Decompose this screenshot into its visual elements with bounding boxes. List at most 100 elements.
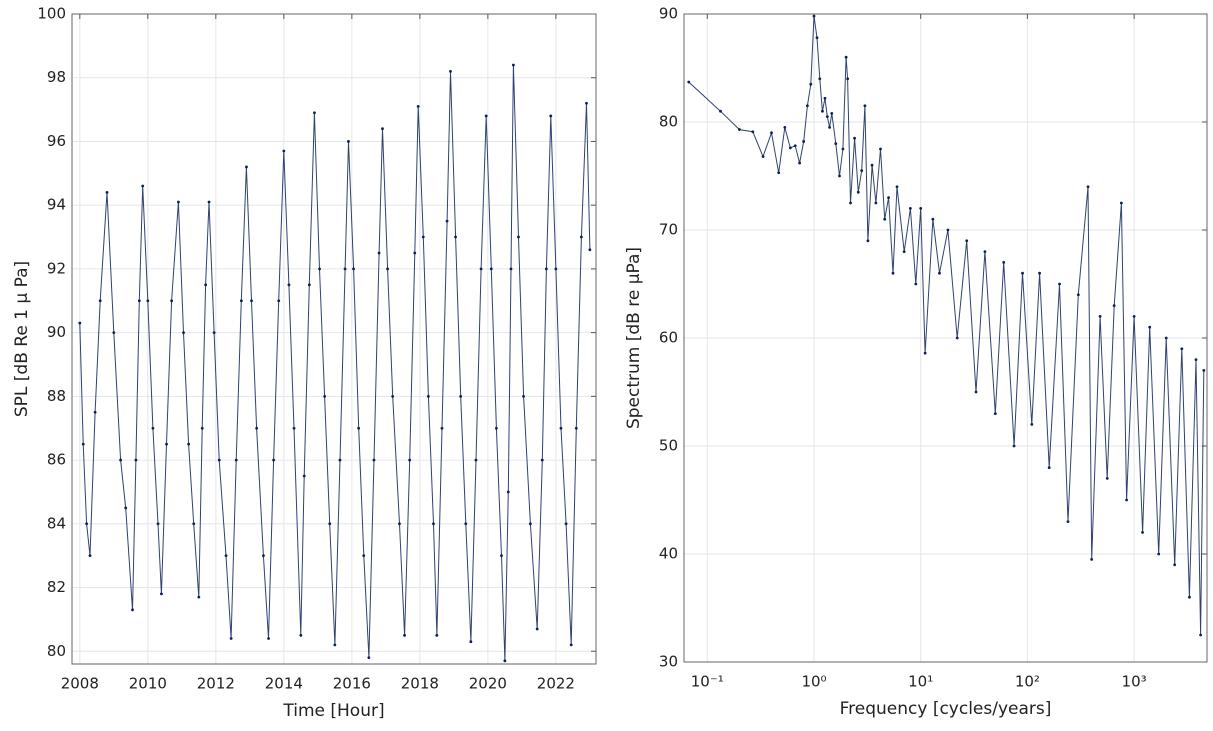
data-point bbox=[343, 267, 347, 271]
data-point bbox=[177, 200, 180, 204]
data-point bbox=[891, 271, 895, 275]
data-point bbox=[777, 171, 781, 175]
data-point bbox=[895, 185, 899, 189]
data-point bbox=[564, 522, 568, 526]
x-tick-label: 2014 bbox=[265, 675, 303, 693]
data-point bbox=[156, 522, 160, 526]
data-point bbox=[391, 394, 395, 398]
data-point bbox=[105, 191, 109, 194]
data-point bbox=[282, 149, 286, 153]
y-tick-label: 86 bbox=[47, 451, 66, 469]
data-point bbox=[974, 390, 978, 394]
data-point bbox=[825, 115, 829, 118]
y-tick-label: 92 bbox=[47, 259, 66, 277]
data-line bbox=[688, 16, 1205, 636]
data-point bbox=[500, 554, 503, 558]
data-point bbox=[377, 251, 381, 255]
data-point bbox=[318, 267, 321, 271]
data-point bbox=[239, 299, 243, 303]
data-point bbox=[416, 105, 420, 108]
data-point bbox=[170, 299, 174, 303]
x-tick-label: 2022 bbox=[537, 675, 575, 693]
data-point bbox=[844, 55, 848, 59]
data-point bbox=[267, 637, 270, 640]
data-point bbox=[821, 109, 824, 113]
data-point bbox=[474, 458, 478, 462]
data-point bbox=[398, 522, 401, 526]
data-point bbox=[853, 136, 856, 140]
data-point bbox=[549, 114, 553, 118]
data-point bbox=[197, 595, 201, 599]
data-point bbox=[955, 336, 959, 340]
data-point bbox=[517, 235, 520, 239]
y-tick-label: 80 bbox=[659, 113, 678, 131]
plot-frame bbox=[683, 13, 1208, 663]
data-point bbox=[229, 637, 233, 640]
data-point bbox=[386, 267, 389, 271]
y-tick-label: 84 bbox=[47, 514, 66, 532]
data-point bbox=[413, 251, 417, 255]
data-point bbox=[454, 235, 457, 239]
data-point bbox=[838, 174, 841, 178]
x-axis-label: Frequency [cycles/years] bbox=[840, 699, 1052, 719]
data-point bbox=[307, 283, 311, 287]
data-point bbox=[528, 522, 532, 526]
y-tick-label: 88 bbox=[47, 387, 66, 405]
y-tick-label: 100 bbox=[37, 5, 66, 23]
data-point bbox=[469, 640, 473, 644]
data-point bbox=[1076, 293, 1080, 297]
data-point bbox=[719, 109, 722, 113]
data-point bbox=[1066, 520, 1070, 523]
data-point bbox=[738, 128, 741, 131]
data-point bbox=[1086, 185, 1090, 189]
y-axis-label: SPL [dB Re 1 μ Pa] bbox=[12, 261, 32, 417]
data-point bbox=[883, 217, 887, 221]
data-point bbox=[435, 633, 439, 637]
data-point bbox=[1038, 271, 1041, 275]
data-point bbox=[809, 82, 813, 86]
data-point bbox=[212, 331, 216, 335]
data-point bbox=[119, 458, 123, 462]
data-point bbox=[1180, 347, 1184, 351]
data-point bbox=[432, 522, 435, 526]
data-point bbox=[815, 36, 819, 40]
data-point bbox=[554, 267, 558, 271]
data-point bbox=[579, 235, 583, 239]
data-point bbox=[540, 458, 544, 462]
data-point bbox=[277, 299, 281, 303]
data-point bbox=[299, 633, 303, 637]
data-point bbox=[207, 200, 211, 204]
data-point bbox=[879, 147, 882, 151]
y-tick-label: 98 bbox=[47, 68, 66, 86]
data-point bbox=[506, 490, 510, 494]
data-point bbox=[574, 426, 578, 430]
data-point bbox=[204, 283, 208, 287]
data-point bbox=[352, 267, 355, 271]
data-point bbox=[459, 394, 463, 398]
data-point bbox=[146, 299, 150, 303]
data-point bbox=[323, 394, 327, 398]
y-tick-label: 90 bbox=[659, 5, 678, 23]
y-tick-label: 80 bbox=[47, 642, 66, 660]
data-point bbox=[160, 592, 163, 596]
data-point bbox=[938, 271, 941, 275]
data-point bbox=[328, 522, 332, 526]
data-point bbox=[302, 474, 306, 478]
data-point bbox=[923, 351, 927, 355]
data-point bbox=[993, 412, 997, 415]
x-tick-label: 2016 bbox=[333, 675, 371, 693]
data-point bbox=[192, 522, 196, 526]
data-point bbox=[751, 130, 755, 134]
data-point bbox=[503, 659, 507, 663]
data-point bbox=[828, 126, 831, 129]
data-point bbox=[1002, 261, 1006, 264]
data-point bbox=[234, 458, 238, 462]
data-point bbox=[98, 299, 102, 303]
data-point bbox=[849, 201, 852, 205]
data-point bbox=[464, 522, 468, 526]
data-point bbox=[1132, 315, 1136, 318]
x-tick-label: 10⁰ bbox=[801, 673, 826, 691]
data-point bbox=[1112, 304, 1116, 307]
data-point bbox=[381, 127, 384, 131]
data-point bbox=[919, 207, 923, 210]
